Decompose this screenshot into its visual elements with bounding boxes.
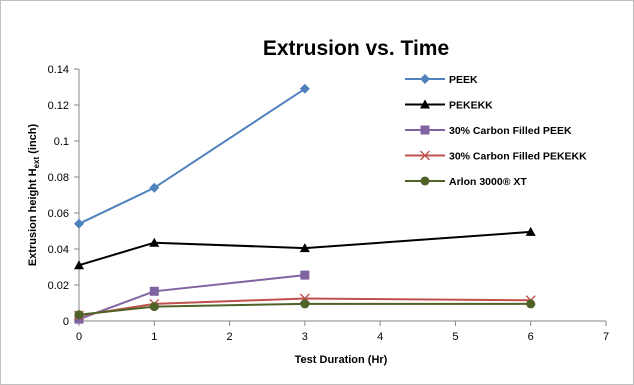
data-point-x <box>420 150 430 161</box>
legend-entry: 30% Carbon Filled PEKEKK <box>405 151 587 163</box>
data-point-triangle <box>149 237 160 247</box>
legend-entry: PEKEKK <box>405 99 493 112</box>
x-axis-label: Test Duration (Hr) <box>295 354 388 366</box>
data-point-square <box>149 286 159 296</box>
series-line <box>78 230 531 267</box>
data-point-triangle <box>74 260 84 270</box>
legend-label: PEKEKK <box>449 100 493 112</box>
series-4 <box>74 299 536 320</box>
data-point-diamond <box>299 83 310 94</box>
data-point-diamond <box>420 74 430 84</box>
data-point-circle <box>526 299 536 309</box>
y-axis-label: Extrusion height Hext (inch) <box>27 123 41 266</box>
data-point-circle <box>74 310 84 320</box>
y-tick-label: 0 <box>63 316 69 328</box>
series-line <box>78 87 306 225</box>
x-tick-label: 1 <box>151 331 157 343</box>
y-tick-label: 0.04 <box>48 244 69 256</box>
y-tick-label: 0.1 <box>54 136 69 148</box>
x-ticks: 0 1 2 3 4 5 6 7 <box>76 321 609 343</box>
y-tick-label: 0.08 <box>48 172 69 184</box>
data-point-diamond <box>74 218 84 229</box>
data-point-circle <box>300 299 310 309</box>
series-line <box>78 274 305 321</box>
x-tick-label: 3 <box>302 331 308 343</box>
axes: 0 0.02 0.04 0.06 0.08 0.1 0.12 0.14 0 1 2 3 4 5 6 7 <box>48 64 609 343</box>
data-point-diamond <box>149 182 160 193</box>
chart-title: Extrusion vs. Time <box>263 37 449 60</box>
series-line <box>78 302 531 316</box>
legend-entry: PEEK <box>405 74 478 86</box>
legend-label: PEEK <box>449 74 478 86</box>
y-axis-label-main: Extrusion height H <box>27 168 39 266</box>
series-0 <box>74 83 310 229</box>
y-axis-label-subscript: ext <box>32 156 41 168</box>
series-1 <box>74 226 536 270</box>
x-tick-label: 2 <box>227 331 233 343</box>
y-tick-label: 0.14 <box>48 64 69 76</box>
legend-entry: Arlon 3000® XT <box>405 176 527 188</box>
legend-label: 30% Carbon Filled PEKEKK <box>449 151 587 163</box>
legend-entry: 30% Carbon Filled PEEK <box>405 125 572 137</box>
y-tick-label: 0.02 <box>48 280 69 292</box>
legend-label: Arlon 3000® XT <box>449 176 527 188</box>
y-ticks: 0 0.02 0.04 0.06 0.08 0.1 0.12 0.14 <box>48 64 79 328</box>
x-tick-label: 5 <box>452 331 458 343</box>
legend: PEEK PEKEKK 30% Carbon Filled PEEK 30% Carb… <box>405 74 587 188</box>
x-tick-label: 7 <box>603 331 609 343</box>
legend-label: 30% Carbon Filled PEEK <box>449 125 572 137</box>
y-tick-label: 0.06 <box>48 208 69 220</box>
data-point-circle <box>149 302 159 312</box>
data-point-triangle <box>299 243 310 253</box>
x-tick-label: 0 <box>76 331 82 343</box>
series-layer <box>74 83 536 324</box>
data-point-square <box>420 125 430 135</box>
data-point-circle <box>420 176 430 186</box>
series-2 <box>74 270 310 324</box>
y-tick-label: 0.12 <box>48 100 69 112</box>
y-axis-label-unit: (inch) <box>27 123 39 156</box>
data-point-square <box>300 270 310 280</box>
data-point-triangle <box>420 99 430 109</box>
x-tick-label: 4 <box>377 331 383 343</box>
x-tick-label: 6 <box>528 331 534 343</box>
data-point-triangle <box>525 226 536 236</box>
